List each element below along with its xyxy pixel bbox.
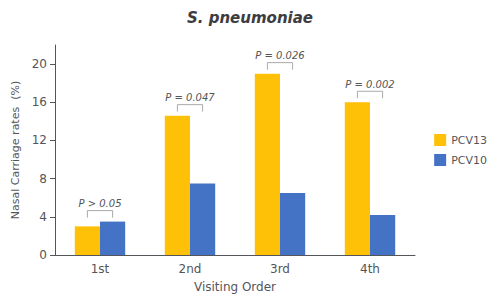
svg-text:4th: 4th: [360, 262, 380, 276]
svg-text:2nd: 2nd: [179, 262, 202, 276]
svg-text:Visiting Order: Visiting Order: [194, 280, 276, 294]
svg-text:16: 16: [32, 95, 47, 109]
svg-text:4: 4: [39, 210, 47, 224]
svg-text:P = 0.002: P = 0.002: [345, 79, 394, 90]
svg-text:12: 12: [32, 133, 47, 147]
svg-text:Nasal Carriage rates (%): Nasal Carriage rates (%): [9, 81, 22, 219]
svg-text:PCV13: PCV13: [451, 134, 487, 147]
svg-text:3rd: 3rd: [270, 262, 290, 276]
svg-text:PCV10: PCV10: [451, 154, 487, 167]
svg-text:1st: 1st: [91, 262, 110, 276]
svg-text:0: 0: [39, 248, 47, 262]
svg-text:20: 20: [32, 57, 47, 71]
svg-text:P = 0.026: P = 0.026: [255, 50, 304, 61]
svg-text:P > 0.05: P > 0.05: [78, 198, 121, 209]
svg-text:8: 8: [39, 172, 47, 186]
svg-text:S. pneumoniae: S. pneumoniae: [187, 9, 313, 27]
svg-text:P = 0.047: P = 0.047: [165, 92, 215, 103]
